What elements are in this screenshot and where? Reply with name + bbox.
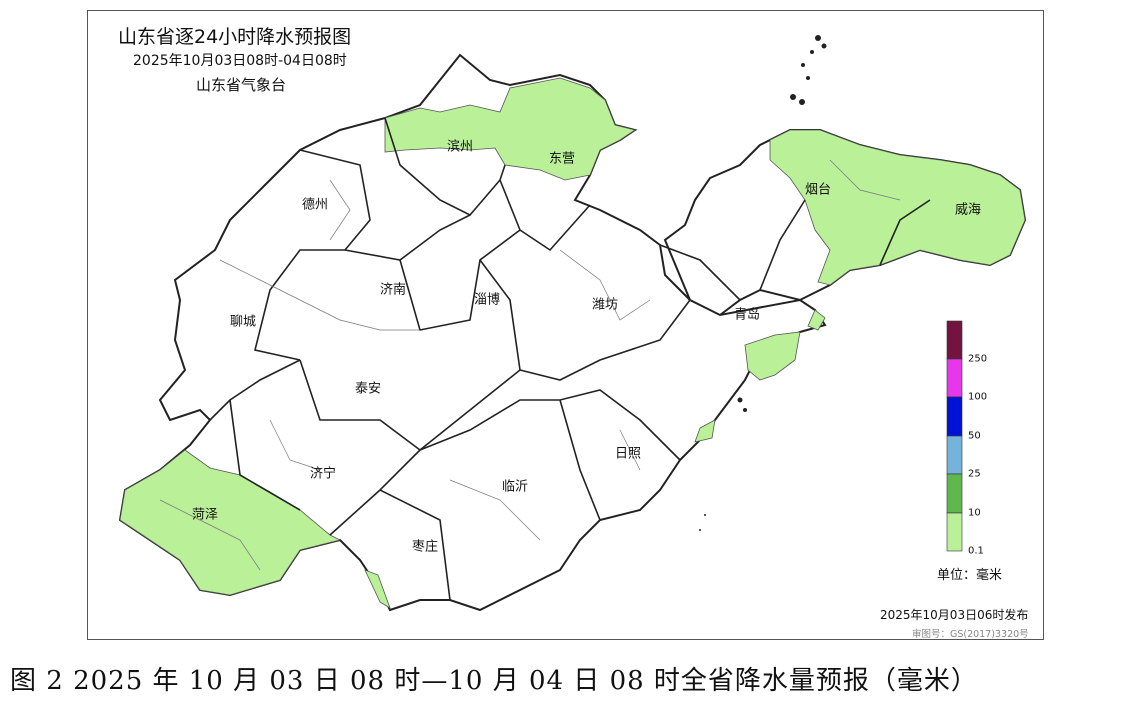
legend-tick: 25 [968,468,981,480]
rain-area-qingdao-east [807,309,826,331]
rain-area-south-tip [364,569,391,609]
figure-caption: 图 2 2025 年 10 月 03 日 08 时—10 月 04 日 08 时… [10,666,978,696]
legend-colorbar [946,320,963,552]
city-label: 烟台 [804,182,832,198]
issued-time: 2025年10月03日06时发布 [880,608,1029,622]
city-label: 滨州 [446,139,474,155]
legend-tick: 0.1 [968,545,984,557]
city-label: 青岛 [733,307,761,323]
map-frame [87,10,1044,640]
city-label: 淄博 [473,292,501,308]
islands [699,35,827,531]
city-label: 日照 [614,446,642,462]
city-label: 枣庄 [411,539,439,555]
city-label: 东营 [548,151,576,167]
rain-area-yantai-weihai [769,129,1026,286]
rain-area-heze [119,449,342,596]
rain-area-binzhou-dongying [384,77,636,181]
legend-tick: 10 [968,507,981,519]
map-organization: 山东省气象台 [196,76,287,94]
city-label: 济南 [379,282,407,298]
rain-area-rizhao-coast [694,419,716,443]
city-label: 济宁 [309,466,337,482]
city-label: 威海 [954,202,982,218]
legend-tick: 50 [968,430,981,442]
city-label: 菏泽 [191,507,219,523]
legend-unit: 单位：毫米 [937,568,1003,583]
legend-tick: 100 [968,391,988,403]
city-label: 聊城 [229,314,257,330]
rain-area-qingdao [744,331,801,381]
city-label: 泰安 [354,381,382,397]
city-label: 潍坊 [591,297,619,313]
map-subtitle: 2025年10月03日08时-04日08时 [133,53,347,69]
city-label: 德州 [301,197,329,213]
review-number: 审图号：GS(2017)3320号 [912,629,1029,640]
legend-tick: 250 [968,353,988,365]
map-title: 山东省逐24小时降水预报图 [118,26,352,48]
city-label: 临沂 [501,479,529,495]
